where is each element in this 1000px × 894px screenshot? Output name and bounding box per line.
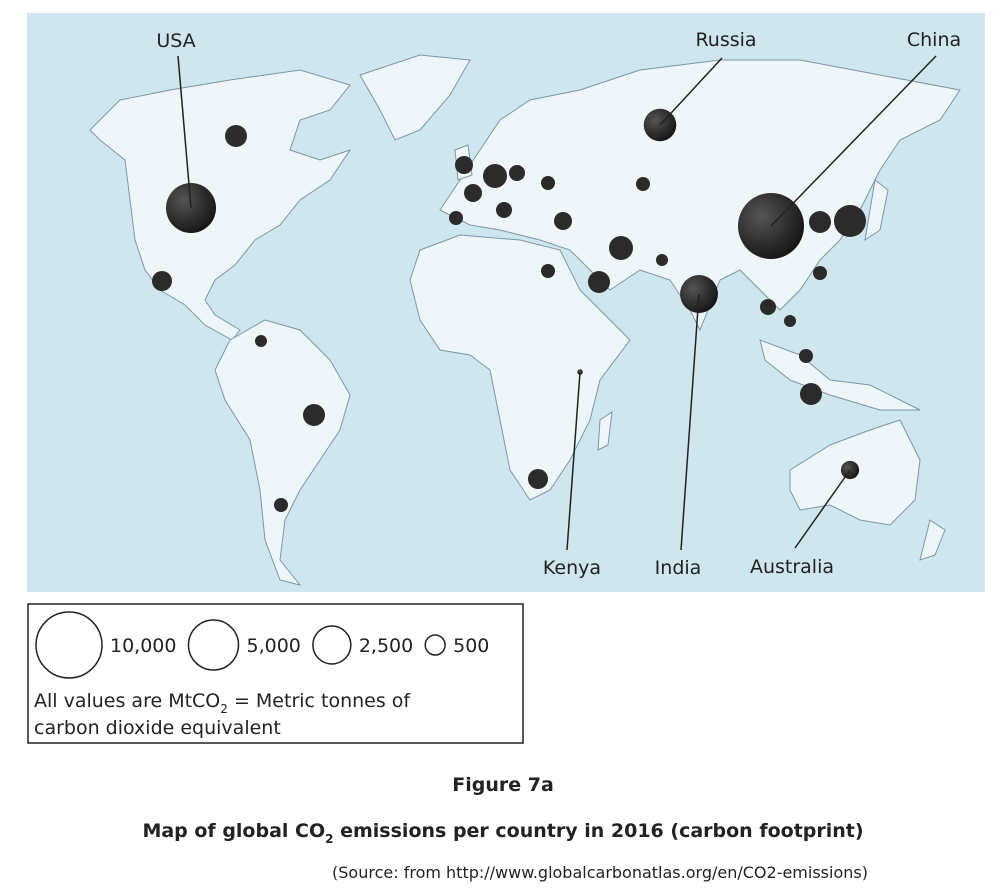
legend-note-text: = Metric tonnes of xyxy=(228,690,412,712)
emission-bubble-minor xyxy=(760,299,776,315)
leader-line xyxy=(680,293,700,551)
caption-text: Map of global CO xyxy=(142,820,325,842)
figure-label: Figure 7a xyxy=(452,774,554,796)
emission-bubble-minor xyxy=(588,271,610,293)
legend-box xyxy=(27,603,524,744)
emission-bubble-minor xyxy=(455,156,473,174)
legend-note: carbon dioxide equivalent xyxy=(34,717,281,739)
emission-bubble-minor xyxy=(541,264,555,278)
emission-bubble-minor xyxy=(464,184,482,202)
country-label: Kenya xyxy=(543,557,601,579)
madagascar xyxy=(597,410,613,451)
emission-bubble-minor xyxy=(483,164,507,188)
emission-bubble-minor xyxy=(274,498,288,512)
legend-note: All values are MtCO2 = Metric tonnes of xyxy=(34,690,411,716)
emission-bubble-minor xyxy=(496,202,512,218)
emission-bubble-minor xyxy=(303,404,325,426)
emission-bubble-minor xyxy=(784,315,796,327)
legend-circle xyxy=(35,611,103,679)
country-label: China xyxy=(907,29,961,51)
emission-bubble-minor xyxy=(509,165,525,181)
emission-bubble-minor xyxy=(656,254,668,266)
country-label: India xyxy=(655,557,702,579)
emission-bubble-minor xyxy=(834,205,866,237)
emission-bubble-minor xyxy=(809,211,831,233)
emission-bubble-minor xyxy=(449,211,463,225)
legend-label: 2,500 xyxy=(359,635,413,657)
legend-circle xyxy=(312,625,352,665)
emission-bubble-minor xyxy=(636,177,650,191)
legend-label: 500 xyxy=(453,635,489,657)
north-america xyxy=(89,69,352,341)
emission-bubble-minor xyxy=(554,212,572,230)
emission-bubble-minor xyxy=(528,469,548,489)
south-america xyxy=(214,319,351,586)
emission-bubble-minor xyxy=(255,335,267,347)
country-label: Australia xyxy=(750,556,834,578)
legend-circle xyxy=(424,634,446,656)
country-label: USA xyxy=(156,30,195,52)
leader-line xyxy=(566,371,581,551)
legend-label: 10,000 xyxy=(110,635,176,657)
figure-source: (Source: from http://www.globalcarbonatl… xyxy=(332,863,868,882)
leader-line xyxy=(794,469,851,549)
emission-bubble-minor xyxy=(541,176,555,190)
landmasses xyxy=(89,54,961,586)
emission-bubble-minor xyxy=(609,236,633,260)
legend-note-subscript: 2 xyxy=(220,702,228,716)
caption-text: emissions per country in 2016 (carbon fo… xyxy=(334,820,864,842)
emission-bubble-minor xyxy=(813,266,827,280)
legend-label: 5,000 xyxy=(247,635,301,657)
emission-bubble-minor xyxy=(800,383,822,405)
legend-note-text: All values are MtCO xyxy=(34,690,220,712)
emission-bubble-minor xyxy=(799,349,813,363)
emission-bubble-minor xyxy=(225,125,247,147)
leader-line xyxy=(659,57,723,126)
minor-bubbles xyxy=(152,125,866,512)
new-zealand xyxy=(919,519,946,561)
emission-bubble-minor xyxy=(152,271,172,291)
country-label: Russia xyxy=(695,29,756,51)
greenland xyxy=(359,54,471,141)
caption-subscript: 2 xyxy=(325,832,333,846)
legend-circle xyxy=(187,619,240,671)
country-layer: USA Russia China Kenya India Australia xyxy=(156,29,961,579)
japan xyxy=(864,179,889,242)
legend: 10,000 5,000 2,500 500 xyxy=(35,611,489,679)
figure-caption: Map of global CO2 emissions per country … xyxy=(142,820,863,846)
leader-line xyxy=(770,55,937,227)
leader-line xyxy=(177,55,192,209)
